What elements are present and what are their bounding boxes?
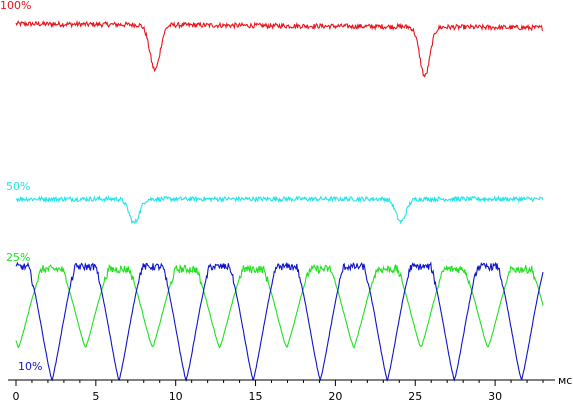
x-tick-label: 15	[249, 390, 263, 403]
x-tick-label: 30	[488, 390, 502, 403]
x-axis-unit-label: мс	[558, 374, 572, 387]
series-label-25pct: 25%	[6, 251, 30, 264]
x-tick-label: 25	[408, 390, 422, 403]
x-tick-label: 10	[169, 390, 183, 403]
series-line-10pct	[15, 261, 544, 383]
series-labels: 100% 50% 25% 10%	[0, 0, 42, 373]
x-tick-label: 5	[92, 390, 99, 403]
x-tick-label: 0	[12, 390, 19, 403]
series-label-50pct: 50%	[6, 180, 30, 193]
series-line-25pct	[15, 263, 544, 349]
series-layer	[15, 19, 544, 383]
x-tick-label: 20	[328, 390, 342, 403]
x-axis: 0 5 10 15 20 25 30 мс	[8, 374, 572, 403]
series-line-50pct	[15, 194, 544, 225]
series-label-100pct: 100%	[0, 0, 31, 12]
series-line-100pct	[15, 19, 543, 78]
series-label-10pct: 10%	[18, 360, 42, 373]
